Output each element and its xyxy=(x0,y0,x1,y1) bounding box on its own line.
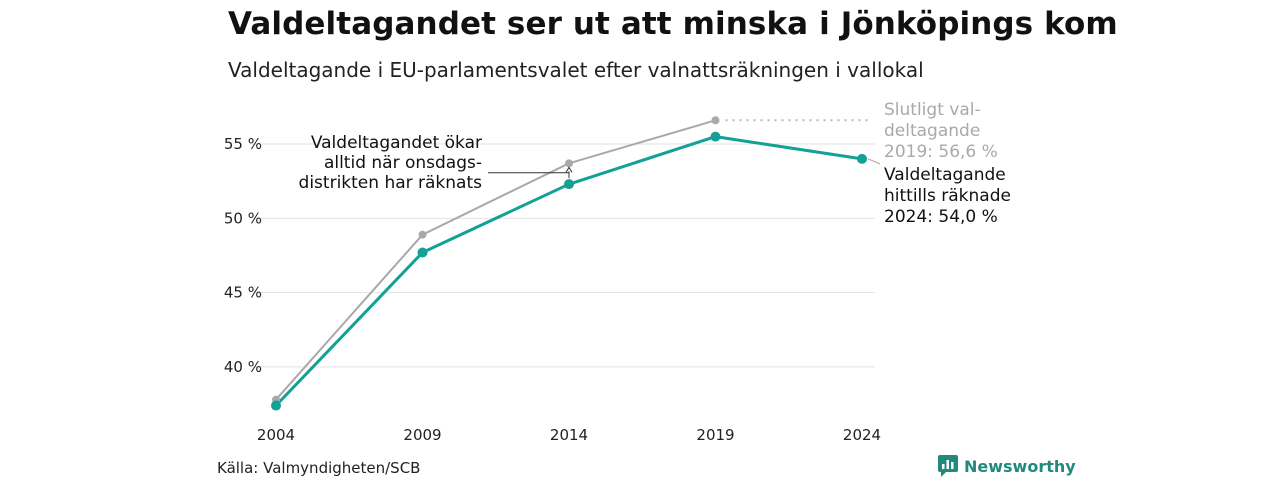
final-label-line: deltagande xyxy=(884,121,980,141)
data-point-counted xyxy=(857,153,867,164)
data-point-final xyxy=(711,116,720,125)
x-tick-label: 2019 xyxy=(696,426,734,444)
x-tick-label: 2004 xyxy=(257,426,295,444)
current-label-line: hittills räknade xyxy=(884,186,1011,206)
source-label: Källa: Valmyndigheten/SCB xyxy=(217,459,421,477)
final-label-line: Slutligt val- xyxy=(884,100,981,120)
data-point-final xyxy=(418,230,427,239)
data-point-counted xyxy=(710,131,721,142)
x-axis-tick-labels: 2004 2009 2014 2019 2024 xyxy=(257,426,881,444)
x-tick-label: 2014 xyxy=(550,426,588,444)
x-tick-label: 2024 xyxy=(843,426,881,444)
y-axis-tick-labels: 40 % 45 % 50 % 55 % xyxy=(224,135,262,376)
note-text-line: distrikten har räknats xyxy=(299,173,483,193)
brand-logo: Newsworthy xyxy=(938,455,1076,477)
newsworthy-logo-icon xyxy=(938,455,958,477)
x-tick-label: 2009 xyxy=(403,426,441,444)
note-text-line: Valdeltagandet ökar xyxy=(311,133,482,153)
data-point-counted xyxy=(564,179,574,190)
note-arrowhead xyxy=(565,166,573,173)
current-label-line: Valdeltagande xyxy=(884,165,1006,185)
note-text-line: alltid när onsdags- xyxy=(324,153,482,173)
data-point-final xyxy=(565,159,573,168)
current-leader-line xyxy=(867,158,881,165)
series-line-final xyxy=(275,119,716,401)
brand-name: Newsworthy xyxy=(964,456,1076,476)
chart-subtitle: Valdeltagande i EU-parlamentsvalet efter… xyxy=(228,58,924,82)
chart-title: Valdeltagandet ser ut att minska i Jönkö… xyxy=(228,6,1118,42)
y-tick-label: 45 % xyxy=(224,284,262,302)
y-tick-label: 55 % xyxy=(224,135,262,153)
y-tick-label: 50 % xyxy=(224,209,262,227)
data-point-counted xyxy=(271,400,281,411)
current-label-line: 2024: 54,0 % xyxy=(884,207,998,227)
data-point-counted xyxy=(417,247,428,258)
final-label-line: 2019: 56,6 % xyxy=(884,142,998,162)
y-tick-label: 40 % xyxy=(224,358,262,376)
series-points xyxy=(271,116,867,411)
